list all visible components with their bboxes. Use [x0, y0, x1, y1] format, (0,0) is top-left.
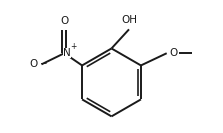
Text: OH: OH [121, 15, 137, 25]
Text: −: − [39, 59, 46, 68]
Text: O: O [169, 48, 177, 58]
Text: O: O [60, 16, 68, 26]
Text: +: + [70, 42, 76, 51]
Text: O: O [29, 59, 37, 69]
Text: N: N [63, 48, 71, 58]
